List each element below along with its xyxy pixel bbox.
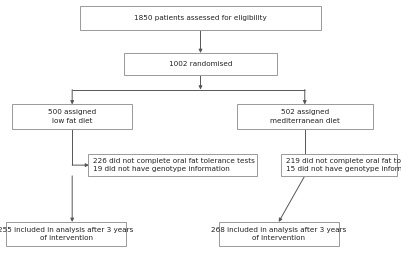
FancyBboxPatch shape <box>124 53 277 75</box>
Text: 502 assigned
mediterranean diet: 502 assigned mediterranean diet <box>270 109 340 124</box>
Text: 1850 patients assessed for eligibility: 1850 patients assessed for eligibility <box>134 15 267 21</box>
FancyBboxPatch shape <box>12 104 132 129</box>
FancyBboxPatch shape <box>80 6 321 30</box>
FancyBboxPatch shape <box>88 154 257 176</box>
Text: 219 did not complete oral fat tolerance tests
15 did not have genotype informati: 219 did not complete oral fat tolerance … <box>286 158 401 172</box>
FancyBboxPatch shape <box>237 104 373 129</box>
FancyBboxPatch shape <box>6 222 126 246</box>
Text: 255 included in analysis after 3 years
of intervention: 255 included in analysis after 3 years o… <box>0 227 134 241</box>
Text: 500 assigned
low fat diet: 500 assigned low fat diet <box>48 109 96 124</box>
FancyBboxPatch shape <box>281 154 397 176</box>
FancyBboxPatch shape <box>219 222 339 246</box>
Text: 226 did not complete oral fat tolerance tests
19 did not have genotype informati: 226 did not complete oral fat tolerance … <box>93 158 255 172</box>
Text: 1002 randomised: 1002 randomised <box>169 61 232 67</box>
Text: 268 included in analysis after 3 years
of intervention: 268 included in analysis after 3 years o… <box>211 227 346 241</box>
